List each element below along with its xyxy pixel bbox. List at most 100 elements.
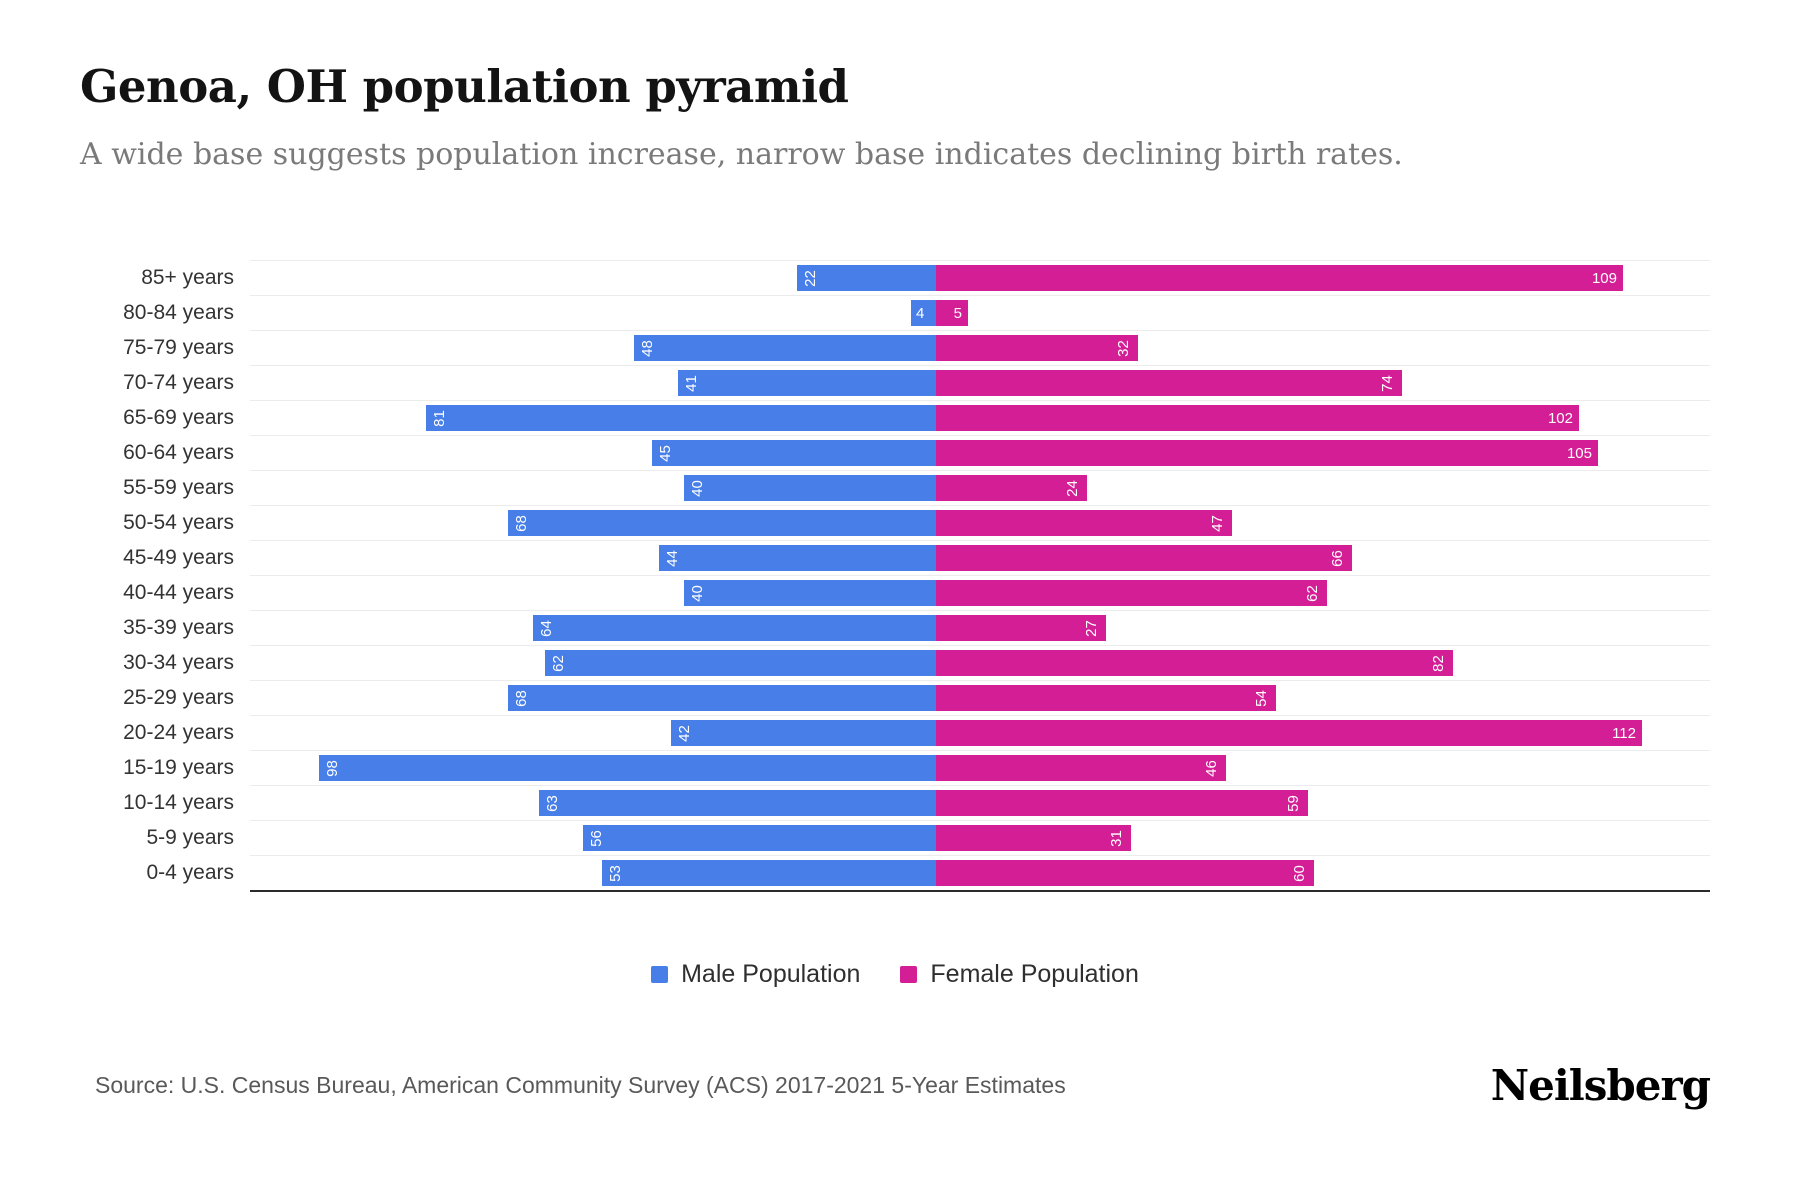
age-group-label: 70-74 years (123, 371, 234, 394)
age-group-label: 75-79 years (123, 336, 234, 359)
female-bar[interactable]: 82 (936, 650, 1453, 676)
male-bar[interactable]: 53 (602, 860, 936, 886)
male-bar[interactable]: 45 (652, 440, 936, 466)
legend-item-female[interactable]: Female Population (900, 960, 1139, 989)
female-bar[interactable]: 62 (936, 580, 1327, 606)
pyramid-row: 65-69 years 81 102 (80, 400, 1710, 435)
pyramid-rows: 85+ years 22 109 80-84 years 4 5 75-79 years 48… (80, 260, 1710, 890)
male-value-label: 68 (512, 689, 530, 707)
male-value-label: 42 (675, 724, 693, 742)
female-value-label: 60 (1291, 864, 1309, 882)
age-group-label: 45-49 years (123, 546, 234, 569)
pyramid-row-plot: 68 54 (250, 680, 1710, 715)
female-bar[interactable]: 66 (936, 545, 1352, 571)
female-bar[interactable]: 27 (936, 615, 1106, 641)
male-value-label: 64 (537, 619, 555, 637)
male-bar[interactable]: 44 (659, 545, 936, 571)
pyramid-row: 45-49 years 44 66 (80, 540, 1710, 575)
female-value-label: 59 (1285, 794, 1303, 812)
male-value-label: 68 (512, 514, 530, 532)
pyramid-row-plot: 22 109 (250, 260, 1710, 295)
age-group-label: 30-34 years (123, 651, 234, 674)
male-bar[interactable]: 4 (911, 300, 936, 326)
male-bar[interactable]: 64 (533, 615, 936, 641)
female-bar[interactable]: 46 (936, 755, 1226, 781)
male-bar[interactable]: 56 (583, 825, 936, 851)
female-value-label: 102 (1547, 409, 1573, 427)
pyramid-row: 80-84 years 4 5 (80, 295, 1710, 330)
pyramid-row: 15-19 years 98 46 (80, 750, 1710, 785)
male-bar[interactable]: 40 (684, 580, 936, 606)
male-bar[interactable]: 41 (678, 370, 936, 396)
female-bar[interactable]: 112 (936, 720, 1642, 746)
male-value-label: 98 (323, 759, 341, 777)
female-bar[interactable]: 31 (936, 825, 1131, 851)
male-bar[interactable]: 22 (797, 265, 936, 291)
male-value-label: 40 (688, 479, 706, 497)
pyramid-row: 25-29 years 68 54 (80, 680, 1710, 715)
source-attribution: Source: U.S. Census Bureau, American Com… (95, 1072, 1066, 1098)
chart-subtitle: A wide base suggests population increase… (80, 137, 1403, 172)
female-value-label: 82 (1430, 654, 1448, 672)
x-axis-line (250, 890, 1710, 892)
male-bar[interactable]: 48 (634, 335, 936, 361)
female-bar[interactable]: 54 (936, 685, 1276, 711)
male-bar[interactable]: 63 (539, 790, 936, 816)
pyramid-row-plot: 56 31 (250, 820, 1710, 855)
male-value-label: 53 (606, 864, 624, 882)
female-bar[interactable]: 109 (936, 265, 1623, 291)
female-bar[interactable]: 59 (936, 790, 1308, 816)
female-swatch (900, 966, 918, 983)
female-bar[interactable]: 74 (936, 370, 1402, 396)
female-bar[interactable]: 24 (936, 475, 1087, 501)
female-value-label: 109 (1591, 269, 1617, 287)
pyramid-row: 55-59 years 40 24 (80, 470, 1710, 505)
female-bar[interactable]: 47 (936, 510, 1232, 536)
legend: Male Population Female Population (80, 960, 1710, 989)
female-bar[interactable]: 32 (936, 335, 1138, 361)
pyramid-row: 30-34 years 62 82 (80, 645, 1710, 680)
female-value-label: 62 (1304, 584, 1322, 602)
legend-item-male[interactable]: Male Population (651, 960, 860, 989)
age-group-label: 80-84 years (123, 301, 234, 324)
age-group-label: 0-4 years (146, 861, 234, 884)
female-value-label: 54 (1253, 689, 1271, 707)
pyramid-row: 35-39 years 64 27 (80, 610, 1710, 645)
age-group-label: 10-14 years (123, 791, 234, 814)
male-bar[interactable]: 62 (545, 650, 936, 676)
age-group-label: 65-69 years (123, 406, 234, 429)
pyramid-row: 20-24 years 42 112 (80, 715, 1710, 750)
male-value-label: 41 (682, 374, 700, 392)
pyramid-row-plot: 40 62 (250, 575, 1710, 610)
pyramid-row-plot: 53 60 (250, 855, 1710, 890)
pyramid-row-plot: 45 105 (250, 435, 1710, 470)
female-bar[interactable]: 60 (936, 860, 1314, 886)
pyramid-row: 85+ years 22 109 (80, 260, 1710, 295)
male-bar[interactable]: 68 (508, 510, 936, 536)
male-value-label: 45 (656, 444, 674, 462)
male-value-label: 48 (638, 339, 656, 357)
pyramid-row-plot: 68 47 (250, 505, 1710, 540)
female-value-label: 47 (1209, 514, 1227, 532)
pyramid-row: 70-74 years 41 74 (80, 365, 1710, 400)
age-group-label: 5-9 years (146, 826, 234, 849)
male-bar[interactable]: 81 (426, 405, 936, 431)
male-bar[interactable]: 40 (684, 475, 936, 501)
female-bar[interactable]: 102 (936, 405, 1579, 431)
legend-label-female: Female Population (930, 960, 1139, 988)
female-bar[interactable]: 5 (936, 300, 968, 326)
female-bar[interactable]: 105 (936, 440, 1598, 466)
male-bar[interactable]: 68 (508, 685, 936, 711)
age-group-label: 20-24 years (123, 721, 234, 744)
pyramid-row: 0-4 years 53 60 (80, 855, 1710, 890)
male-value-label: 63 (543, 794, 561, 812)
male-bar[interactable]: 42 (671, 720, 936, 746)
male-value-label: 44 (663, 549, 681, 567)
male-bar[interactable]: 98 (319, 755, 936, 781)
age-group-label: 60-64 years (123, 441, 234, 464)
age-group-label: 50-54 years (123, 511, 234, 534)
female-value-label: 74 (1379, 374, 1397, 392)
population-pyramid-chart: 85+ years 22 109 80-84 years 4 5 75-79 years 48… (80, 260, 1710, 892)
pyramid-row: 75-79 years 48 32 (80, 330, 1710, 365)
